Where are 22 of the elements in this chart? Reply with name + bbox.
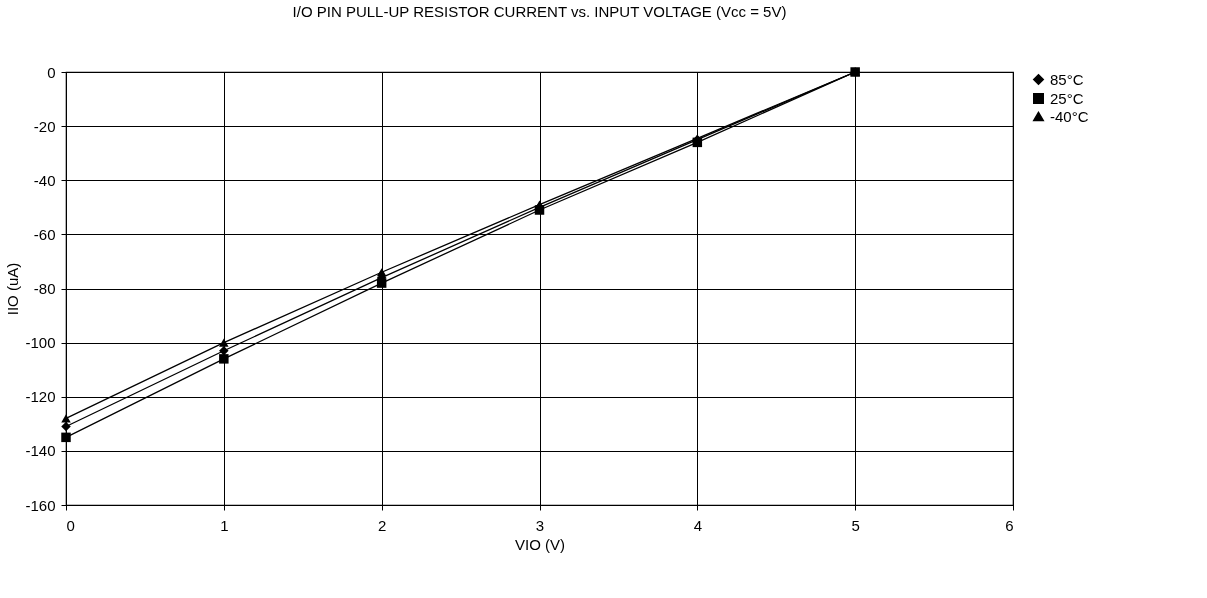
y-tick-label: -80 <box>33 280 56 297</box>
y-tick-label: -20 <box>33 117 56 135</box>
legend-label: -40°C <box>1050 107 1089 125</box>
x-tick-label: 4 <box>693 516 703 534</box>
x-tick-label: 5 <box>851 516 860 534</box>
y-tick-label: -140 <box>25 442 56 460</box>
legend-label: 85°C <box>1050 70 1084 88</box>
x-tick-label: 3 <box>535 516 545 534</box>
y-tick-label: -40 <box>33 171 56 189</box>
y-axis-title: IIO (uA) <box>4 262 22 316</box>
x-tick-label: 1 <box>220 516 229 534</box>
x-axis-title: VIO (V) <box>514 535 566 553</box>
x-tick-label: 2 <box>377 516 387 534</box>
y-tick-label: -120 <box>25 388 56 406</box>
x-tick-label: 6 <box>1005 516 1014 534</box>
y-tick-label: 0 <box>47 63 56 81</box>
y-tick-label: -60 <box>33 225 56 243</box>
y-tick-label: -100 <box>25 334 56 352</box>
chart-title: I/O PIN PULL-UP RESISTOR CURRENT vs. INPUT VOLTAGE (Vcc = 5V) <box>292 3 787 20</box>
legend-label: 25°C <box>1050 89 1084 107</box>
y-tick-label: -160 <box>25 496 56 514</box>
x-tick-label: 0 <box>66 516 75 534</box>
